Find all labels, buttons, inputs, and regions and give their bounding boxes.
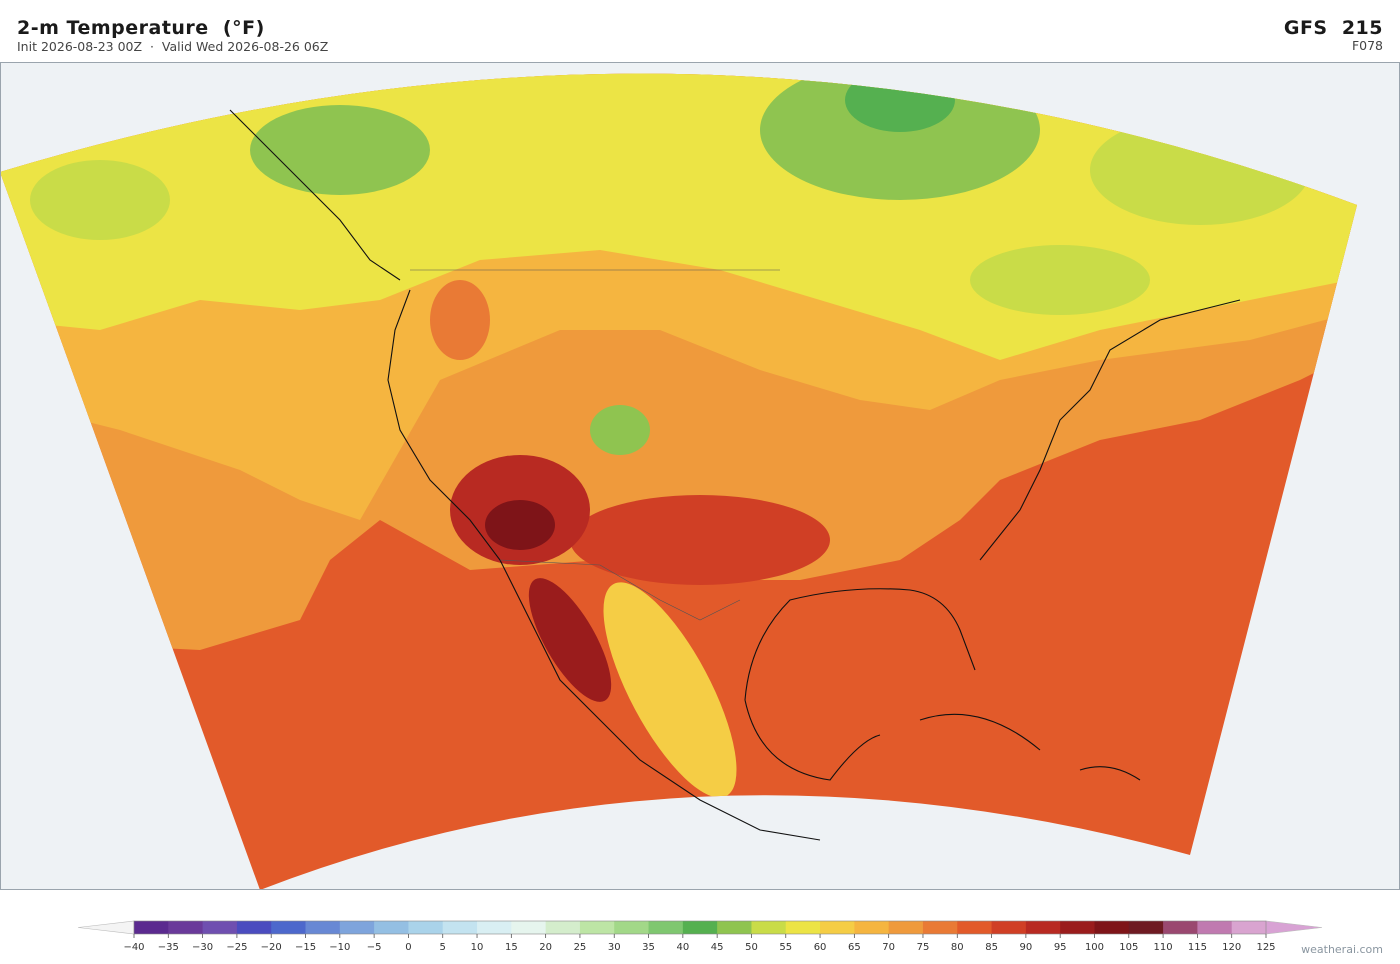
- coastline: [744, 299, 1241, 701]
- colorbar-bin: [854, 921, 890, 934]
- colorbar-tick-label: 70: [882, 942, 895, 953]
- colorbar-bin: [957, 921, 993, 934]
- colorbar-bin: [820, 921, 855, 934]
- colorbar-tick-label: 60: [814, 942, 827, 953]
- colorbar-tick-label: 45: [711, 942, 724, 953]
- colorbar-tick-label: −35: [158, 942, 179, 953]
- colorbar-bin: [1163, 921, 1198, 934]
- coastline: [919, 713, 1141, 781]
- colorbar-bin: [236, 921, 272, 934]
- field-patch: [603, 582, 737, 798]
- forecast-hour: F078: [1352, 38, 1383, 53]
- colorbar-bin: [579, 921, 615, 934]
- colorbar: −40 −35 −30 −25 −20 −15 −10 −5 0 5 10 15 20 25 30 35 40 4…: [77, 920, 1323, 953]
- colorbar-over: [1265, 920, 1323, 935]
- colorbar-tick-label: 120: [1222, 942, 1241, 953]
- colorbar-bin: [374, 921, 409, 934]
- colorbar-tick-label: 95: [1054, 942, 1067, 953]
- colorbar-tick-label: 125: [1256, 942, 1275, 953]
- colorbar-bin: [168, 921, 204, 934]
- coastline: [387, 289, 821, 841]
- model-name: GFS 215: [1284, 17, 1383, 39]
- colorbar-bin: [785, 921, 821, 934]
- colorbar-tick-label: 105: [1119, 942, 1138, 953]
- colorbar-bin: [991, 921, 1027, 934]
- field-patch: [570, 495, 830, 585]
- colorbar-bin: [1197, 921, 1233, 934]
- colorbar-bin: [648, 921, 684, 934]
- colorbar-bin: [888, 921, 924, 934]
- colorbar-tick-label: 40: [676, 942, 689, 953]
- colorbar-bin: [408, 921, 444, 934]
- field-patch: [970, 245, 1150, 315]
- colorbar-tick-label: 85: [985, 942, 998, 953]
- colorbar-bin: [305, 921, 341, 934]
- field-patch: [528, 578, 612, 702]
- colorbar-bin: [442, 921, 478, 934]
- country-border: [410, 269, 780, 621]
- colorbar-tick-label: −30: [192, 942, 213, 953]
- coastline: [229, 109, 401, 281]
- colorbar-bin: [751, 921, 787, 934]
- colorbar-tick-label: −5: [367, 942, 382, 953]
- colorbar-tick-label: 10: [471, 942, 484, 953]
- colorbar-tick-label: −10: [329, 942, 350, 953]
- colorbar-bin: [922, 921, 958, 934]
- colorbar-bin: [202, 921, 238, 934]
- credit: weatherai.com: [1301, 943, 1383, 956]
- colorbar-bin: [545, 921, 581, 934]
- colorbar-tick-label: 50: [745, 942, 758, 953]
- map-subtitle: Init 2026-08-23 00Z · Valid Wed 2026-08-…: [17, 39, 328, 54]
- colorbar-tick-label: −15: [295, 942, 316, 953]
- colorbar-tick-label: 115: [1188, 942, 1207, 953]
- colorbar-under: [77, 920, 135, 935]
- colorbar-tick-label: 65: [848, 942, 861, 953]
- colorbar-tick-label: −25: [226, 942, 247, 953]
- colorbar-tick-label: 90: [1020, 942, 1033, 953]
- colorbar-bin: [717, 921, 752, 934]
- field-patch: [250, 105, 430, 195]
- colorbar-bin: [271, 921, 307, 934]
- colorbar-tick-label: 55: [779, 942, 792, 953]
- colorbar-tick-label: 30: [608, 942, 621, 953]
- colorbar-tick-label: 0: [405, 942, 411, 953]
- colorbar-bin: [1060, 921, 1095, 934]
- colorbar-bin: [1231, 921, 1267, 934]
- map-title: 2-m Temperature (°F): [17, 17, 265, 39]
- colorbar-bin: [511, 921, 547, 934]
- field-patch: [485, 500, 555, 550]
- colorbar-bin: [134, 921, 169, 934]
- colorbar-tick-label: 100: [1085, 942, 1104, 953]
- colorbar-bin: [682, 921, 718, 934]
- colorbar-tick-label: 80: [951, 942, 964, 953]
- colorbar-bin: [1128, 921, 1164, 934]
- colorbar-tick-label: 5: [440, 942, 446, 953]
- field-patch: [590, 405, 650, 455]
- colorbar-bin: [1094, 921, 1130, 934]
- colorbar-bin: [1025, 921, 1061, 934]
- colorbar-tick-label: −40: [123, 942, 144, 953]
- colorbar-tick-label: −20: [261, 942, 282, 953]
- colorbar-tick-label: 20: [539, 942, 552, 953]
- colorbar-bin: [477, 921, 512, 934]
- colorbar-tick-label: 75: [917, 942, 930, 953]
- colorbar-tick-label: 35: [642, 942, 655, 953]
- field-patch: [430, 280, 490, 360]
- colorbar-bin: [339, 921, 375, 934]
- coastline: [744, 699, 881, 781]
- colorbar-tick-label: 110: [1154, 942, 1173, 953]
- colorbar-tick-label: 25: [574, 942, 587, 953]
- field-patch: [30, 160, 170, 240]
- colorbar-tick-label: 15: [505, 942, 518, 953]
- colorbar-outline: [133, 920, 1267, 935]
- colorbar-bin: [614, 921, 650, 934]
